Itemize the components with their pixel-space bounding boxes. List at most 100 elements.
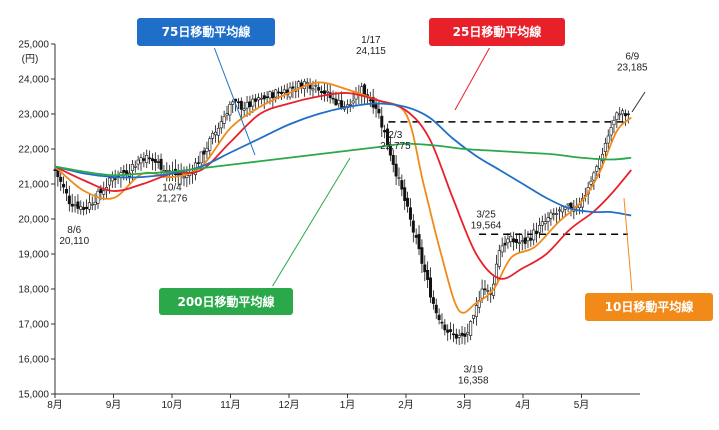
candle-body <box>394 163 398 177</box>
candle-body <box>76 201 80 209</box>
ma-line <box>54 81 632 314</box>
candle-body <box>340 100 344 109</box>
candle-body <box>125 170 129 175</box>
candle-body <box>371 97 375 108</box>
y-tick-label: 17,000 <box>18 320 49 331</box>
candle-body <box>107 177 111 186</box>
candle-body <box>159 158 163 170</box>
y-tick-label: 23,000 <box>18 110 49 121</box>
candle-body <box>434 304 438 314</box>
candle-body <box>317 87 321 91</box>
candle-body <box>156 161 160 163</box>
candle-body <box>222 116 226 124</box>
candle-body <box>623 113 627 117</box>
candle-body <box>102 190 106 195</box>
candle-body <box>486 290 490 292</box>
candle-body <box>62 183 66 188</box>
leader-6-9 <box>631 91 646 113</box>
candle-body <box>139 157 143 164</box>
candle-body <box>526 236 530 242</box>
y-tick-label: 16,000 <box>18 355 49 366</box>
candle-body <box>225 113 229 116</box>
candle-body <box>609 127 613 136</box>
candle-body <box>145 154 149 164</box>
candle-body <box>377 108 381 114</box>
candle-body <box>523 237 527 244</box>
candle-body <box>431 297 435 304</box>
candle-body <box>606 135 610 144</box>
candle-body <box>228 104 232 116</box>
candle-body <box>136 159 140 165</box>
candle-body <box>297 81 301 88</box>
leader-ma200 <box>271 157 351 288</box>
candle-body <box>451 333 455 336</box>
candle-body <box>199 151 203 164</box>
candle-body <box>546 217 550 222</box>
y-tick-label: 22,000 <box>18 145 49 156</box>
x-tick-label: 1月 <box>340 399 356 411</box>
x-tick-label: 5月 <box>574 399 590 411</box>
candle-body <box>403 187 407 201</box>
annotation-date: 6/9 <box>625 52 639 63</box>
x-tick-label: 8月 <box>47 399 63 411</box>
candle-body <box>133 165 137 168</box>
annotation-value: 23,185 <box>617 63 648 74</box>
candle-body <box>277 91 281 94</box>
candle-body <box>383 129 387 133</box>
candle-body <box>265 96 269 98</box>
candle-body <box>472 314 476 319</box>
candle-body <box>219 121 223 129</box>
candle-body <box>334 98 338 106</box>
y-tick-label: 21,000 <box>18 180 49 191</box>
candle-body <box>205 147 209 152</box>
candle-body <box>612 119 616 126</box>
candle-body <box>53 169 57 171</box>
moving-averages <box>54 81 632 314</box>
leader-ma75 <box>213 46 256 156</box>
legend-ma25-label: 25日移動平均線 <box>453 24 542 39</box>
candle-body <box>537 224 541 233</box>
candle-body <box>185 174 189 178</box>
candle-body <box>509 235 513 242</box>
candle-body <box>150 158 154 162</box>
candle-body <box>211 133 215 139</box>
candle-body <box>130 164 134 171</box>
candle-body <box>500 245 504 253</box>
ma-line <box>54 102 632 217</box>
candle-body <box>325 90 329 93</box>
candle-body <box>165 170 169 172</box>
annotation-value: 22,775 <box>380 141 411 152</box>
candle-body <box>85 206 89 209</box>
candle-body <box>291 86 295 89</box>
annotation-value: 16,358 <box>458 375 489 386</box>
legend-ma75-label: 75日移動平均線 <box>162 24 251 39</box>
candle-body <box>615 112 619 120</box>
candle-body <box>400 180 404 190</box>
leader-ma25 <box>454 46 491 111</box>
candle-body <box>466 332 470 335</box>
candle-body <box>454 333 458 339</box>
candle-body <box>82 207 86 210</box>
candle-body <box>440 321 444 324</box>
x-tick-label: 3月 <box>457 399 473 411</box>
candle-body <box>245 101 249 109</box>
candle-body <box>423 264 427 273</box>
candle-body <box>566 203 570 206</box>
annotation-value: 20,110 <box>59 236 89 247</box>
candle-body <box>348 103 352 106</box>
candle-body <box>182 176 186 179</box>
candle-body <box>549 212 553 219</box>
candle-body <box>626 113 630 116</box>
y-tick-label: 24,000 <box>18 75 49 86</box>
candle-body <box>443 324 447 331</box>
candle-body <box>426 269 430 280</box>
candle-body <box>87 202 91 210</box>
candle-body <box>408 207 412 220</box>
candle-body <box>417 234 421 250</box>
candle-body <box>598 159 602 169</box>
candle-body <box>380 115 384 128</box>
candle-body <box>153 159 157 163</box>
leader-ma10 <box>623 197 633 293</box>
candle-body <box>196 162 200 164</box>
